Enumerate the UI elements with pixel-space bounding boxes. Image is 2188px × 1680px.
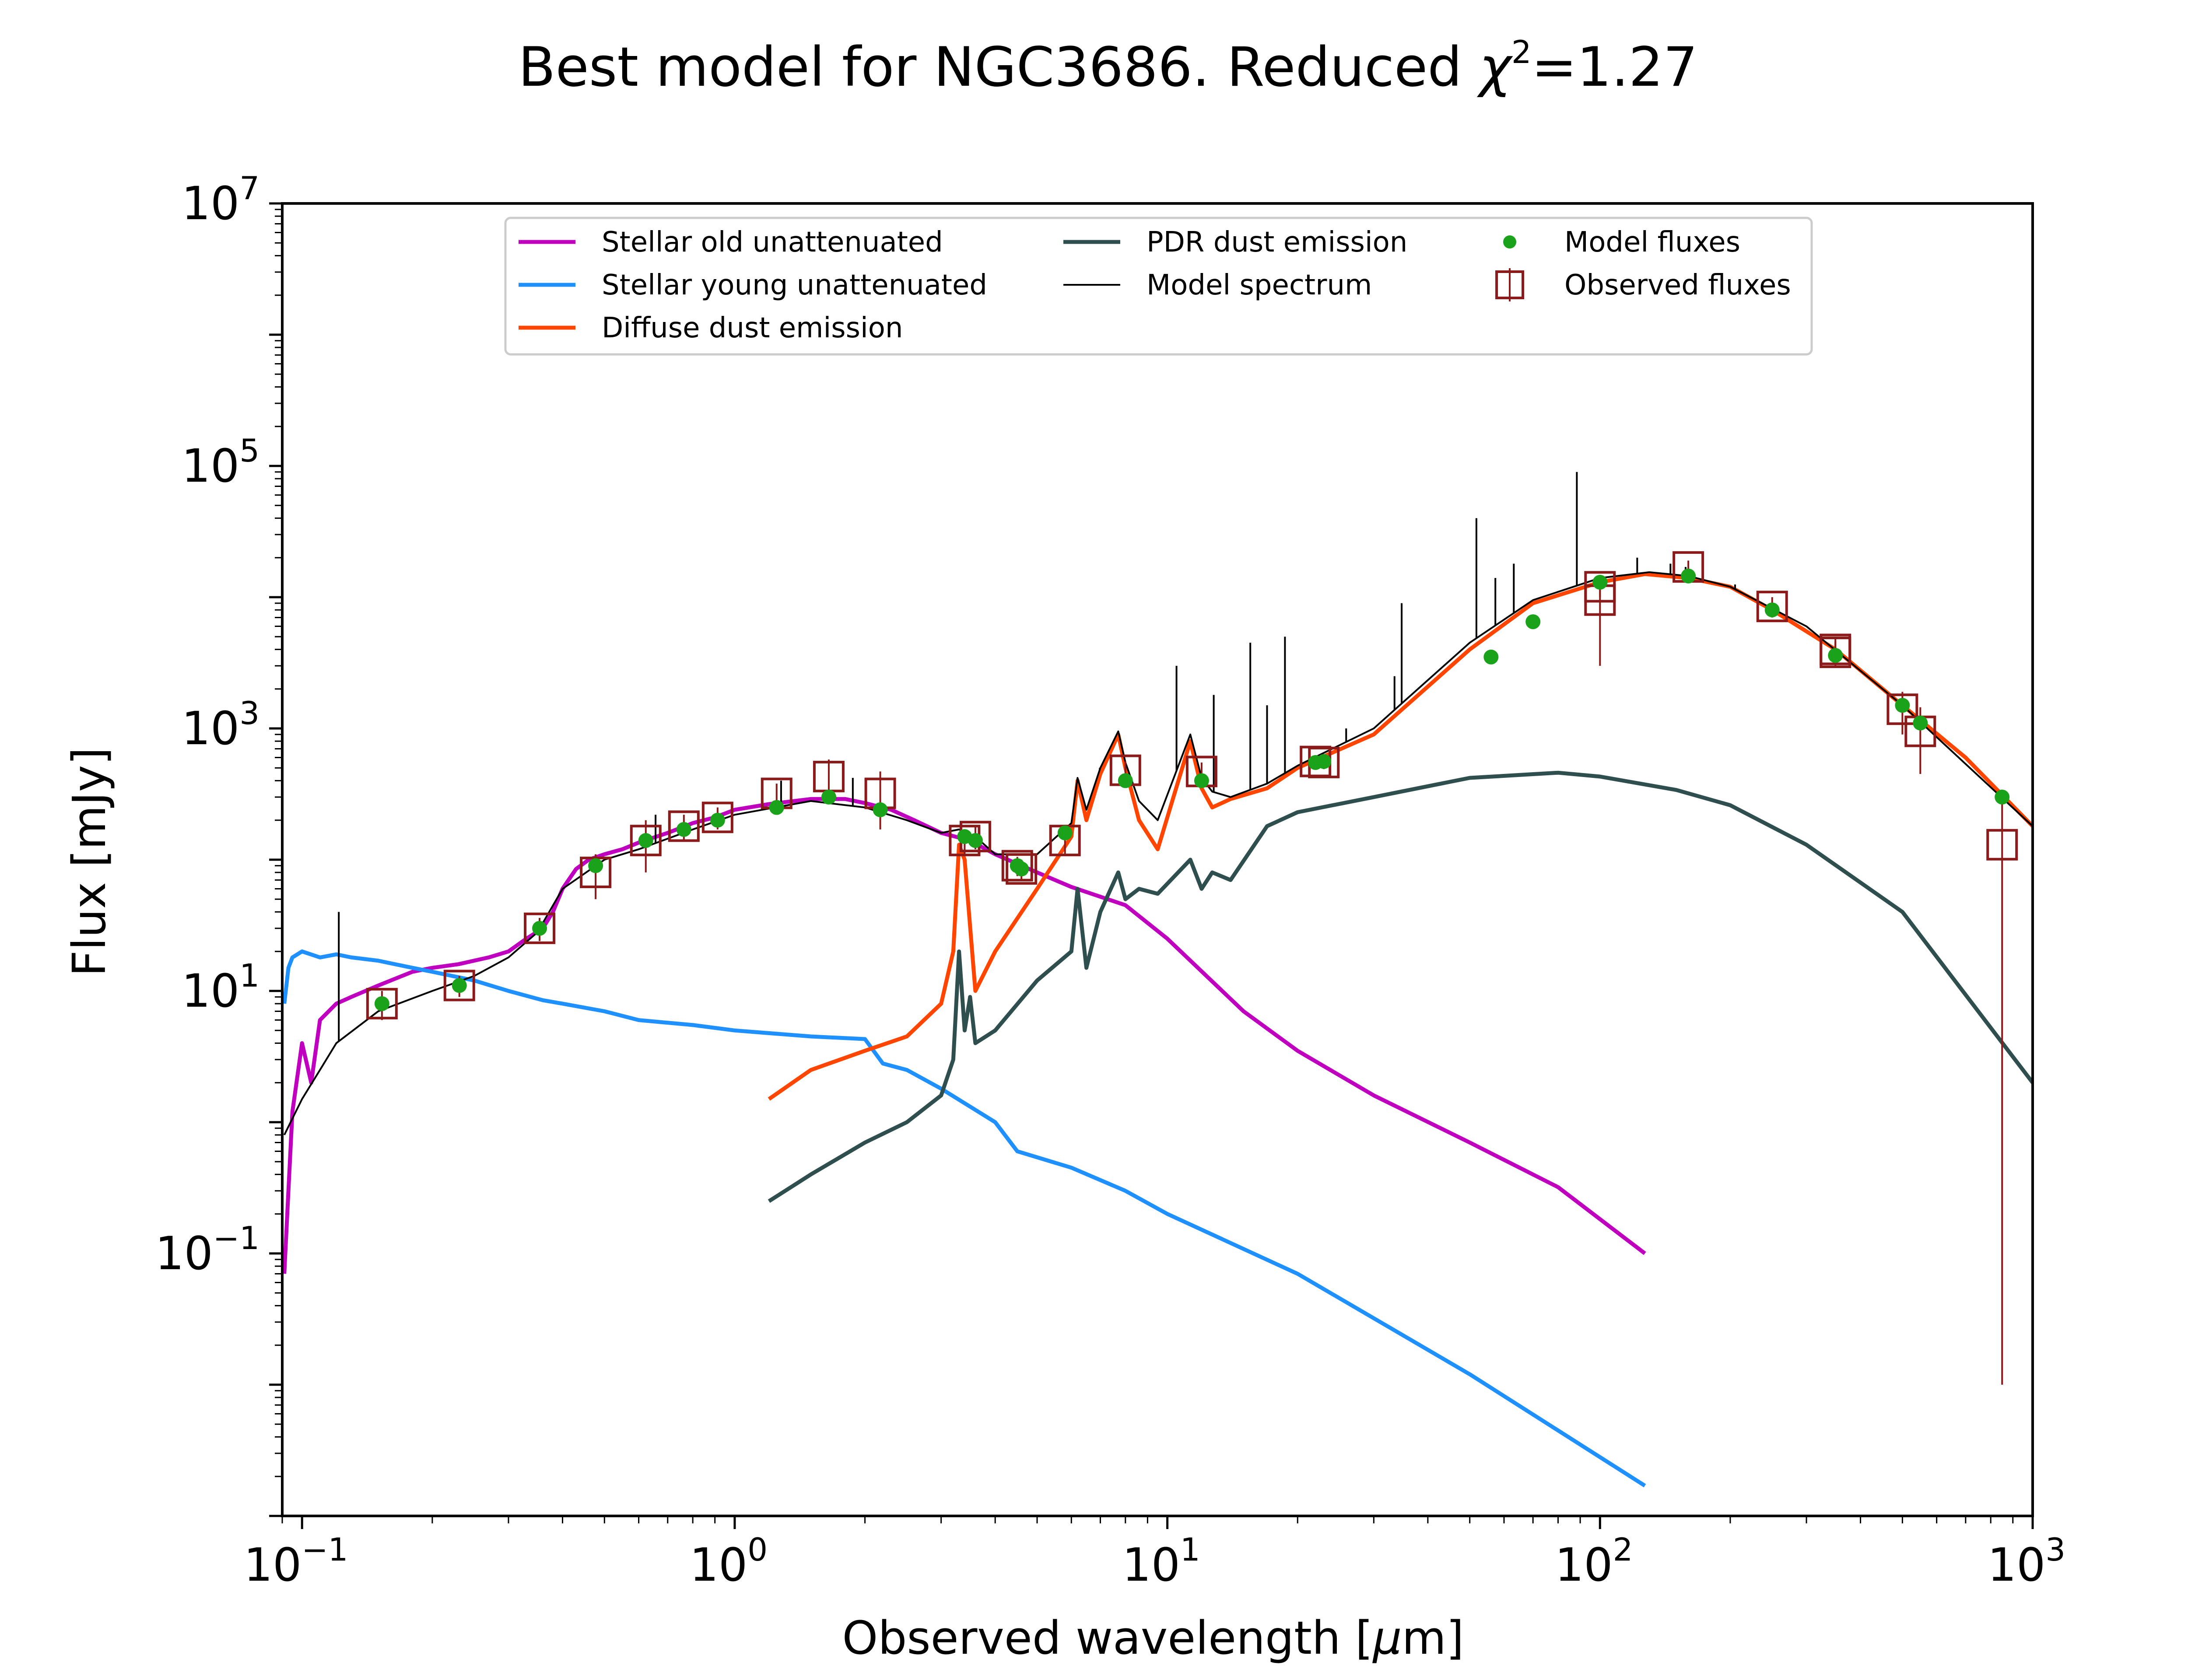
x-tick-label: 102: [1555, 1531, 1633, 1592]
legend-pdr-dust-emission-label: PDR dust emission: [1147, 226, 1407, 259]
model-flux-point: [676, 822, 691, 837]
model-flux-point: [1525, 614, 1541, 630]
y-tick-label: 105: [182, 432, 259, 493]
y-tick-label: 107: [182, 170, 259, 230]
model-flux-point: [1316, 754, 1332, 769]
model-flux-point: [1483, 649, 1499, 665]
model-flux-point: [769, 800, 784, 815]
x-tick-label: 10−1: [244, 1531, 348, 1592]
observed-flux-marker: [1886, 693, 1918, 725]
model-flux-point: [1913, 715, 1928, 731]
observed-flux-marker: [1820, 637, 1851, 668]
model-flux-point: [374, 996, 389, 1012]
model-flux-point: [452, 978, 467, 993]
legend-observed-fluxes-label: Observed fluxes: [1564, 269, 1791, 301]
legend-observed-fluxes-swatch: [1495, 270, 1524, 299]
observed-flux-marker: [630, 825, 662, 857]
observed-flux-marker: [701, 802, 733, 833]
observed-flux-marker: [1006, 853, 1038, 885]
model-flux-point: [532, 920, 547, 936]
y-tick-label: 101: [182, 957, 259, 1018]
model-flux-point: [1014, 861, 1029, 877]
points-layer: [366, 551, 2018, 1385]
x-tick-label: 101: [1122, 1531, 1200, 1592]
legend-model-spectrum-label: Model spectrum: [1147, 269, 1372, 301]
y-tick-label: 103: [182, 695, 259, 755]
series-line-pdr-dust-emission: [768, 770, 2033, 1203]
series-layer: [282, 472, 2033, 1488]
model-flux-point: [588, 858, 603, 873]
model-flux-point: [1764, 602, 1780, 618]
legend-model-fluxes-label: Model fluxes: [1564, 226, 1740, 259]
model-flux-point: [1995, 789, 2010, 805]
series-line-stellar-old-unattenuated: [282, 797, 1646, 1274]
model-flux-point: [873, 802, 888, 817]
chart-title: Best model for NGC3686. Reduced χ2=1.27: [518, 34, 1697, 99]
observed-flux-marker: [1756, 591, 1788, 623]
x-tick-label: 100: [690, 1531, 768, 1592]
model-flux-point: [821, 789, 836, 805]
model-flux-point: [1828, 648, 1843, 663]
model-flux-point: [1681, 568, 1696, 584]
model-flux-point: [1057, 825, 1073, 840]
observed-flux-marker: [1986, 829, 2018, 861]
observed-flux-marker: [580, 857, 612, 889]
ticks-layer: 10−1 100 101 102 103 10−1 101 103 105 107: [155, 170, 2066, 1592]
observed-flux-marker: [668, 810, 700, 842]
legend-stellar-young-unattenuated-label: Stellar young unattenuated: [602, 269, 987, 301]
series-line-model-spectrum: [283, 571, 2033, 1135]
model-flux-point: [1592, 574, 1608, 590]
observed-flux-marker: [1001, 850, 1033, 882]
model-flux-point: [1118, 773, 1133, 788]
plot-area: 10−1 100 101 102 103 10−1 101 103 105 107: [155, 170, 2066, 1592]
model-flux-point: [1895, 698, 1910, 713]
legend-diffuse-dust-emission-label: Diffuse dust emission: [602, 312, 903, 344]
model-flux-point: [1194, 773, 1209, 788]
model-flux-point: [638, 833, 653, 848]
observed-flux-marker: [366, 988, 398, 1020]
plot-frame: [281, 202, 2034, 1517]
observed-flux-marker: [524, 912, 556, 944]
legend-model-fluxes-swatch: [1503, 235, 1516, 248]
model-flux-point: [710, 812, 725, 828]
x-tick-label: 103: [1988, 1531, 2065, 1592]
observed-flux-marker: [443, 970, 475, 1001]
y-axis-label: Flux [mJy]: [63, 747, 116, 976]
series-line-stellar-young-unattenuated: [282, 949, 1646, 1488]
legend-stellar-old-unattenuated-label: Stellar old unattenuated: [602, 226, 943, 259]
legend: Stellar old unattenuated Stellar young un…: [504, 217, 1813, 356]
legend-frame: [504, 217, 1813, 356]
x-axis-label: Observed wavelength [μm]: [842, 1611, 1464, 1665]
y-tick-label: 10−1: [155, 1220, 259, 1280]
model-flux-point: [968, 833, 983, 848]
